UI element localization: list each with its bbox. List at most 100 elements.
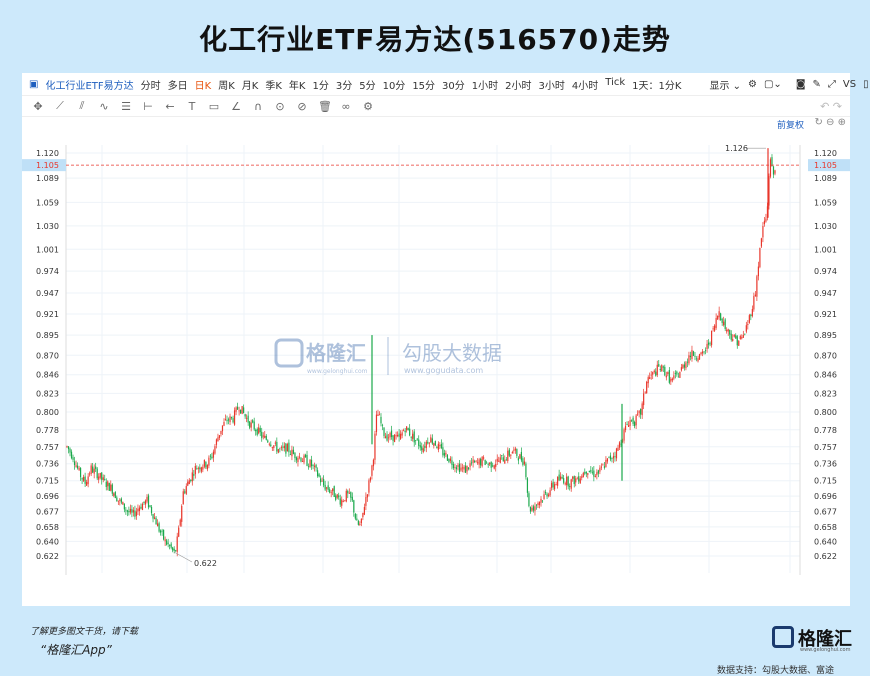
candle-body — [342, 501, 344, 502]
candle-body — [247, 415, 249, 423]
period-toolbar: ▣ 化工行业ETF易方达 分时 多日 日K 周K 月K 季K 年K 1分 3分 5分 10分 15分 3… — [22, 73, 869, 95]
wave-tool-icon[interactable]: ∿ — [99, 99, 109, 113]
candle-body — [703, 351, 705, 353]
x-tick-label: 8 — [320, 574, 325, 575]
settings-icon[interactable]: ⚙ — [748, 78, 757, 90]
candle-body — [434, 441, 436, 446]
candle-body — [634, 421, 636, 427]
candle-body — [264, 435, 266, 438]
period-tab[interactable]: 多日 — [167, 80, 188, 92]
period-tab[interactable]: 周K — [218, 80, 235, 92]
period-tab[interactable]: 10分 — [382, 80, 406, 92]
y-tick-label-right: 0.895 — [814, 331, 837, 340]
layout-icon[interactable]: ▢⌄ — [763, 78, 782, 90]
candle-body — [605, 459, 607, 467]
candle-body — [519, 454, 521, 459]
candle-body — [508, 449, 510, 456]
candle-body — [69, 448, 71, 453]
period-tab[interactable]: 15分 — [412, 80, 436, 92]
compare-icon[interactable]: VS — [842, 78, 857, 90]
eye-icon[interactable]: ⊙ — [275, 99, 285, 113]
candle-body — [397, 435, 399, 437]
display-menu[interactable]: 显示 ⌄ — [709, 80, 742, 92]
period-tab[interactable]: 2小时 — [505, 80, 532, 92]
candle-body — [214, 446, 216, 454]
candle-body — [126, 510, 128, 512]
crosshair-icon[interactable]: ✥ — [33, 99, 43, 113]
candle-body — [466, 465, 468, 472]
period-tab[interactable]: 1小时 — [471, 80, 499, 92]
period-tab[interactable]: 1分 — [312, 80, 329, 92]
candle-body — [313, 465, 316, 467]
hide-icon[interactable]: ⊘ — [297, 99, 307, 113]
candle-body — [510, 454, 512, 456]
candle-body — [250, 422, 252, 428]
candle-body — [163, 529, 165, 540]
text-tool-icon[interactable]: T — [188, 99, 196, 113]
y-tick-label-right: 0.757 — [814, 443, 837, 452]
magnet-icon[interactable]: ∩ — [253, 99, 263, 113]
candle-body — [123, 503, 125, 510]
measure-tool-icon[interactable]: ⊢ — [143, 99, 153, 113]
period-tab[interactable]: 30分 — [442, 80, 465, 92]
arrow-tool-icon[interactable]: ← — [165, 99, 175, 113]
period-tab[interactable]: 分时 — [140, 80, 161, 92]
period-tab[interactable]: 日K — [194, 80, 212, 92]
camera-icon[interactable]: ◙ — [795, 78, 806, 90]
zoom-icons[interactable]: ↻ ⊖ ⊕ — [814, 117, 847, 128]
footer-app[interactable]: “格隆汇App” — [40, 643, 112, 657]
candle-body — [156, 523, 159, 527]
period-tab[interactable]: 3小时 — [538, 80, 565, 92]
candle-body — [581, 476, 583, 478]
line-tool-icon[interactable]: ⟋ — [56, 99, 64, 112]
fib-tool-icon[interactable]: ☰ — [121, 99, 131, 113]
period-tab[interactable]: 年K — [288, 80, 306, 92]
period-tab[interactable]: 3分 — [335, 80, 353, 92]
candle-body — [104, 479, 106, 480]
pencil-icon[interactable]: ✎ — [812, 78, 821, 90]
fullscreen-icon[interactable]: ⤢ — [827, 78, 836, 90]
candle-body — [400, 433, 402, 439]
y-tick-label-right: 0.715 — [814, 477, 837, 486]
candle-body — [241, 406, 243, 415]
candle-body — [249, 421, 251, 428]
period-tab[interactable]: 月K — [241, 80, 259, 92]
period-tab[interactable]: Tick — [605, 76, 626, 88]
candle-body — [624, 425, 627, 431]
note-tool-icon[interactable]: ▭ — [208, 99, 220, 113]
y-tick-label-right: 1.089 — [814, 174, 837, 183]
channel-tool-icon[interactable]: ⫽ — [79, 99, 85, 112]
candle-body — [635, 415, 637, 426]
sidebar-icon[interactable]: ▯ — [863, 78, 869, 90]
period-tab[interactable]: 4小时 — [571, 80, 599, 92]
candle-body — [661, 365, 663, 372]
candle-body — [637, 413, 639, 415]
candle-body — [463, 466, 465, 470]
period-tab[interactable]: 1天：1分K — [632, 80, 682, 92]
chart-type-icon[interactable]: ▣ — [29, 78, 39, 90]
y-tick-label-left: 0.823 — [36, 389, 59, 398]
period-tab[interactable]: 季K — [265, 80, 282, 92]
ruler-icon[interactable]: ∠ — [231, 99, 241, 113]
candle-body — [95, 466, 97, 469]
candle-body — [490, 461, 492, 468]
settings2-icon[interactable]: ⚙ — [363, 99, 373, 113]
period-tab[interactable]: 5分 — [359, 80, 376, 92]
undo-redo-icon[interactable]: ↶ ↷ — [820, 99, 842, 113]
candle-body — [765, 218, 767, 222]
candle-body — [72, 457, 74, 460]
candle-body — [487, 464, 489, 465]
candle-body — [477, 462, 479, 464]
candle-body — [236, 406, 239, 410]
trash-icon[interactable]: 🗑 — [318, 99, 332, 113]
candle-body — [323, 479, 325, 486]
candle-body — [478, 459, 480, 465]
candle-body — [93, 468, 95, 474]
symbol-label[interactable]: 化工行业ETF易方达 — [45, 80, 134, 92]
restore-label[interactable]: 前复权 — [776, 121, 804, 131]
candle-body — [344, 500, 346, 502]
candle-body — [273, 445, 275, 448]
link-icon[interactable]: ∞ — [341, 99, 351, 113]
watermark-brand: 格隆汇 — [306, 341, 366, 365]
candle-body — [609, 455, 612, 460]
